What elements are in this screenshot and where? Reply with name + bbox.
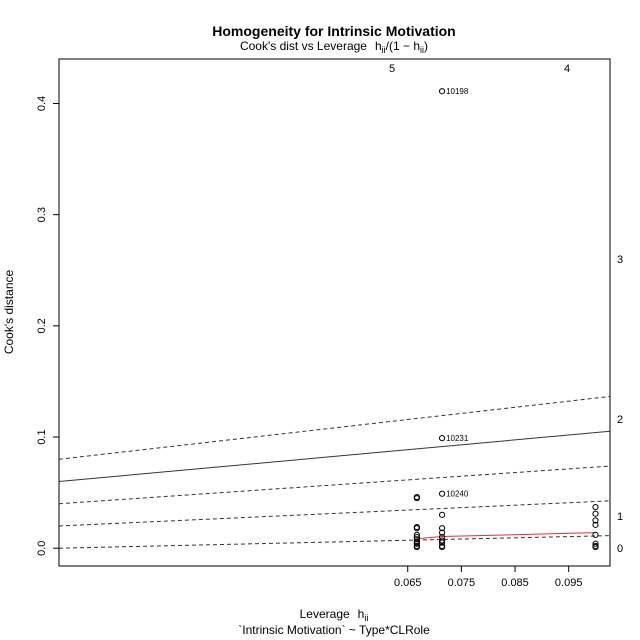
smooth-line (416, 532, 596, 540)
data-point (438, 88, 446, 95)
point-labels: 10198 10231 10240 (446, 87, 469, 498)
y-tick-label: 0.0 (36, 541, 48, 556)
data-point (438, 539, 446, 546)
data-point (438, 529, 446, 536)
x-axis: 0.065 0.075 0.085 0.095 (394, 566, 582, 589)
x-axis-label: Leverage hii (300, 607, 369, 623)
data-point (592, 517, 599, 524)
data-point (592, 510, 599, 517)
right-margin-label: 2 (617, 414, 623, 426)
contour-line (59, 395, 610, 460)
right-margin-label: 0 (617, 543, 623, 555)
x-tick-label: 0.065 (394, 577, 422, 589)
smoothed-trend (416, 532, 596, 540)
y-axis-label: Cook's distance (2, 270, 16, 355)
data-point (413, 536, 420, 543)
contour-line (59, 430, 610, 482)
x-tick-label: 0.075 (448, 577, 476, 589)
data-point (413, 531, 420, 538)
data-point (592, 531, 599, 538)
data-point (438, 435, 446, 442)
data-point (413, 540, 420, 547)
data-point (592, 543, 599, 551)
data-point (592, 503, 599, 511)
y-tick-label: 0.1 (36, 429, 48, 444)
data-point (413, 525, 420, 532)
data-point (592, 540, 599, 547)
data-point (438, 511, 446, 518)
data-points (413, 88, 599, 551)
contour-line (59, 500, 610, 527)
contour-line (59, 535, 610, 549)
right-margin-labels: 3 2 1 0 (617, 254, 623, 555)
point-label: 10240 (446, 490, 469, 499)
right-margin-label: 1 (617, 511, 623, 523)
x-tick-label: 0.095 (555, 577, 583, 589)
chart-title: Homogeneity for Intrinsic Motivation (212, 23, 455, 39)
y-tick-label: 0.3 (36, 207, 48, 222)
data-point (592, 521, 599, 528)
data-point (438, 490, 446, 497)
y-tick-label: 0.2 (36, 318, 48, 333)
y-tick-label: 0.4 (36, 96, 48, 111)
x-tick-label: 0.085 (501, 577, 529, 589)
chart-subtitle: Cook's dist vs Leverage hii/(1 − hii) (240, 39, 428, 55)
data-point (438, 525, 446, 532)
y-axis: 0.0 0.1 0.2 0.3 0.4 (36, 96, 59, 556)
cooks-distance-contours (59, 395, 610, 549)
contour-line (59, 465, 610, 505)
model-caption: `Intrinsic Motivation` ~ Type*CLRole (238, 623, 430, 637)
data-point (413, 543, 420, 551)
data-point (413, 493, 420, 501)
point-label: 10231 (446, 434, 469, 443)
contour-label: 4 (564, 63, 570, 75)
contour-label: 5 (389, 63, 395, 75)
data-point (438, 543, 446, 551)
point-label: 10198 (446, 87, 469, 96)
right-margin-label: 3 (617, 254, 623, 266)
plot-frame (58, 58, 611, 567)
